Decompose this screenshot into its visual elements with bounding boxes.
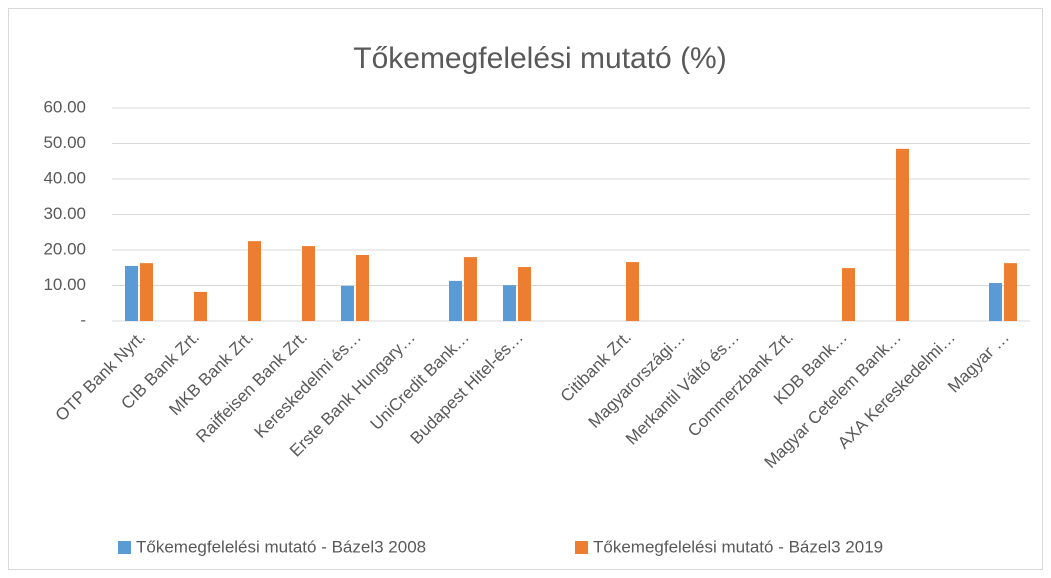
bar bbox=[464, 257, 477, 321]
y-tick-label: 10.00 bbox=[43, 275, 86, 294]
bar bbox=[302, 246, 315, 321]
bar bbox=[248, 241, 261, 321]
y-tick-label: 60.00 bbox=[43, 97, 86, 116]
y-tick-label: - bbox=[80, 310, 86, 329]
bar bbox=[125, 265, 138, 321]
chart-title: Tőkemegfelelési mutató (%) bbox=[353, 42, 726, 75]
y-tick-label: 40.00 bbox=[43, 168, 86, 187]
bar bbox=[842, 268, 855, 321]
bar bbox=[626, 262, 639, 321]
bar bbox=[140, 263, 153, 321]
bar bbox=[503, 285, 516, 321]
bar bbox=[518, 267, 531, 321]
legend-swatch bbox=[575, 541, 588, 554]
bar bbox=[356, 254, 369, 321]
bar bbox=[1004, 263, 1017, 321]
bar bbox=[896, 148, 909, 321]
bar bbox=[989, 283, 1002, 321]
legend-label: Tőkemegfelelési mutató - Bázel3 2019 bbox=[593, 537, 883, 556]
bar bbox=[449, 280, 462, 321]
bar bbox=[194, 291, 207, 321]
bar bbox=[341, 285, 354, 321]
legend-label: Tőkemegfelelési mutató - Bázel3 2008 bbox=[136, 537, 426, 556]
y-tick-label: 50.00 bbox=[43, 133, 86, 152]
y-tick-label: 20.00 bbox=[43, 239, 86, 258]
legend-swatch bbox=[118, 541, 131, 554]
y-tick-label: 30.00 bbox=[43, 204, 86, 223]
